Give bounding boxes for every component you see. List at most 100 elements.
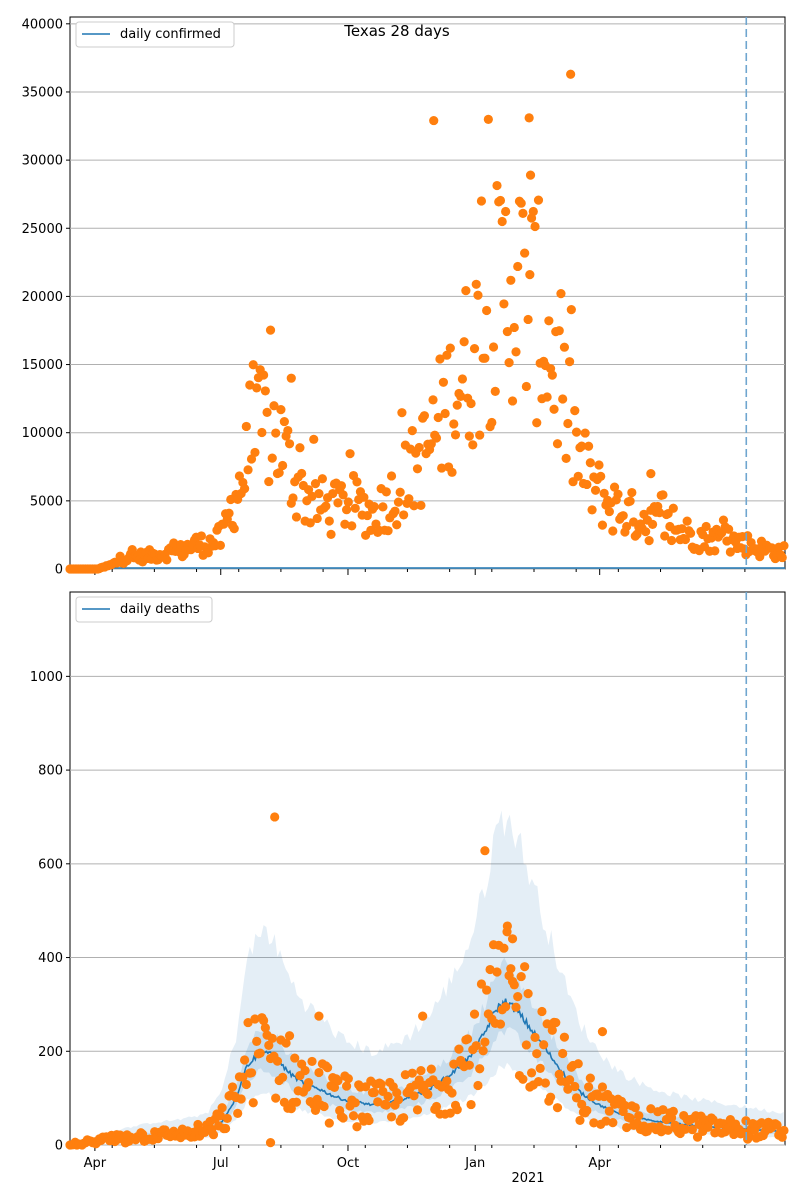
confirmed-y-tick-label: 25000	[22, 222, 63, 237]
deaths-point	[473, 1080, 483, 1091]
deaths-point	[532, 1049, 542, 1059]
deaths-x-tick-label: Jan	[464, 1156, 485, 1171]
confirmed-point	[682, 516, 692, 526]
confirmed-point	[577, 441, 587, 451]
deaths-point	[423, 1089, 433, 1100]
confirmed-point	[267, 453, 277, 463]
deaths-point	[267, 1033, 277, 1044]
deaths-point-outlier	[270, 812, 280, 822]
confirmed-point	[381, 487, 391, 497]
confirmed-point	[585, 458, 595, 468]
deaths-legend: daily deaths	[75, 596, 213, 623]
confirmed-point	[471, 279, 481, 289]
deaths-point	[381, 1100, 391, 1110]
confirmed-point	[513, 261, 523, 272]
confirmed-point	[570, 406, 580, 416]
deaths-point	[376, 1079, 386, 1089]
deaths-point	[520, 962, 530, 972]
deaths-point	[513, 992, 523, 1002]
confirmed-point	[383, 526, 393, 536]
confirmed-point	[558, 394, 568, 404]
confirmed-point	[393, 497, 404, 507]
confirmed-point	[431, 433, 442, 443]
deaths-point	[608, 1118, 618, 1128]
deaths-point	[630, 1102, 640, 1113]
deaths-point	[333, 1076, 343, 1086]
confirmed-point	[248, 360, 258, 370]
deaths-x-tick-label: Apr	[588, 1156, 611, 1171]
confirmed-point	[767, 543, 777, 553]
confirmed-point	[590, 485, 601, 495]
deaths-point	[480, 1037, 490, 1047]
confirmed-point	[397, 408, 407, 418]
deaths-point	[463, 1034, 473, 1044]
confirmed-plot-area	[69, 16, 786, 570]
confirmed-point	[627, 487, 637, 498]
confirmed-point	[499, 299, 509, 309]
confirmed-point	[252, 383, 262, 393]
confirmed-legend-label: daily confirmed	[120, 27, 221, 42]
confirmed-point	[229, 524, 239, 534]
deaths-point	[558, 1048, 568, 1059]
confirmed-point	[464, 431, 474, 441]
confirmed-y-ticks: 0 5000 10000 15000 20000 25000 30000 35000 40000	[22, 17, 70, 578]
confirmed-point	[475, 430, 485, 440]
confirmed-point	[274, 468, 284, 478]
deaths-point	[571, 1093, 582, 1103]
confirmed-point	[352, 477, 362, 487]
confirmed-point	[580, 428, 590, 438]
deaths-x-tick-label: Oct	[337, 1156, 359, 1171]
deaths-point	[471, 1041, 481, 1051]
deaths-point	[373, 1097, 383, 1107]
confirmed-point	[265, 325, 276, 335]
deaths-point	[501, 1002, 511, 1012]
confirmed-point	[506, 275, 516, 285]
deaths-point	[343, 1074, 353, 1084]
confirmed-point	[456, 391, 466, 401]
deaths-point	[466, 1099, 476, 1110]
confirmed-point	[324, 516, 334, 526]
confirmed-y-tick-label: 20000	[22, 290, 63, 305]
confirmed-point	[386, 471, 397, 481]
deaths-point	[272, 1056, 283, 1066]
deaths-point	[416, 1065, 426, 1076]
deaths-point	[284, 1031, 295, 1041]
deaths-point	[552, 1103, 563, 1113]
deaths-point	[478, 1046, 488, 1056]
confirmed-point-outlier	[525, 170, 536, 180]
confirmed-point	[291, 512, 302, 522]
confirmed-point	[416, 500, 426, 511]
deaths-point	[530, 1032, 540, 1043]
deaths-point	[687, 1125, 697, 1135]
confirmed-point	[502, 326, 512, 337]
confirmed-point	[566, 304, 576, 315]
confirmed-point	[392, 520, 402, 530]
confirmed-point	[559, 342, 570, 352]
deaths-point-outlier	[418, 1011, 428, 1021]
deaths-x-ticks: Apr Jul Oct Jan Apr	[69, 1145, 746, 1171]
deaths-point	[535, 1063, 545, 1073]
deaths-point	[604, 1106, 614, 1116]
deaths-point	[551, 1018, 561, 1028]
confirmed-point	[525, 270, 535, 280]
confirmed-point	[414, 442, 424, 453]
deaths-point	[260, 1023, 270, 1033]
deaths-legend-box	[75, 596, 213, 623]
deaths-point	[475, 1064, 485, 1074]
confirmed-point-outlier	[566, 69, 576, 79]
deaths-point	[291, 1097, 302, 1107]
deaths-point	[399, 1113, 409, 1123]
confirmed-point	[359, 492, 369, 502]
deaths-point	[601, 1116, 611, 1126]
confirmed-point	[565, 357, 575, 367]
deaths-y-tick-label: 200	[38, 1045, 63, 1060]
confirmed-point	[647, 519, 658, 530]
deaths-point	[259, 1015, 269, 1026]
confirmed-point	[563, 418, 573, 429]
confirmed-point	[487, 417, 497, 428]
confirmed-point	[447, 467, 457, 477]
deaths-point	[622, 1122, 632, 1133]
deaths-point	[369, 1087, 379, 1098]
confirmed-point	[725, 547, 735, 557]
deaths-point	[324, 1118, 334, 1128]
